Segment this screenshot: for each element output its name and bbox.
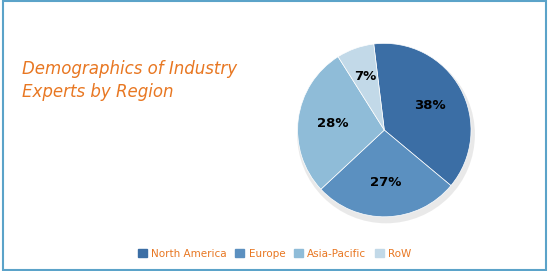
Ellipse shape xyxy=(297,46,475,223)
Wedge shape xyxy=(338,44,384,130)
Legend: North America, Europe, Asia-Pacific, RoW: North America, Europe, Asia-Pacific, RoW xyxy=(133,245,416,263)
Wedge shape xyxy=(374,43,471,186)
Text: 38%: 38% xyxy=(414,99,446,112)
Text: 7%: 7% xyxy=(354,70,377,83)
Text: Demographics of Industry
Experts by Region: Demographics of Industry Experts by Regi… xyxy=(22,60,237,101)
Text: 28%: 28% xyxy=(317,117,349,130)
Text: 27%: 27% xyxy=(370,176,401,189)
Wedge shape xyxy=(321,130,451,217)
Wedge shape xyxy=(298,57,384,189)
